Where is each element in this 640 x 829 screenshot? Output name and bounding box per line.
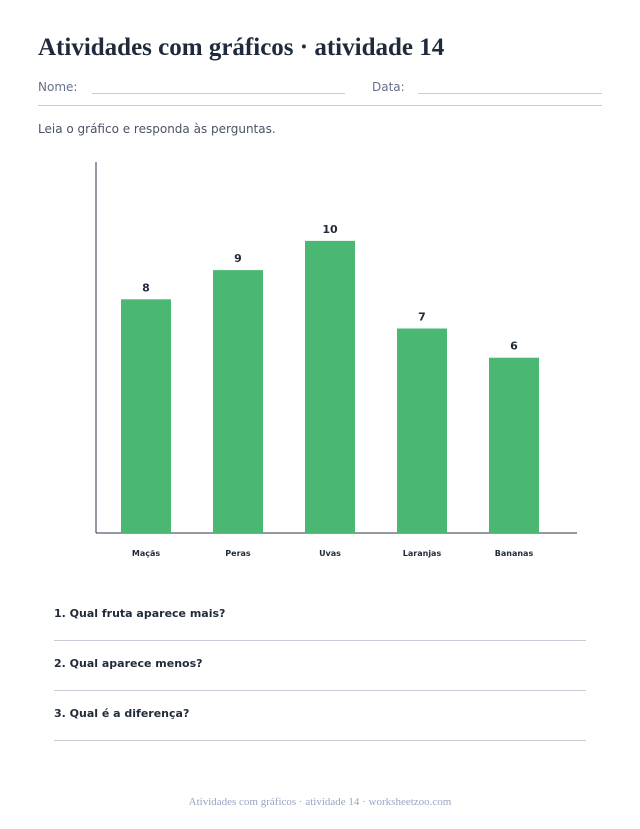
instructions: Leia o gráfico e responda às perguntas. (38, 122, 276, 136)
x-tick-label-0: Maçãs (132, 549, 161, 558)
x-tick-label-2: Uvas (319, 549, 341, 558)
page-title: Atividades com gráficos · atividade 14 (38, 34, 445, 61)
x-tick-label-4: Bananas (495, 549, 534, 558)
name-label: Nome: (38, 80, 78, 94)
date-field[interactable] (418, 93, 602, 94)
header-divider (38, 105, 602, 106)
x-tick-label-1: Peras (225, 549, 251, 558)
question-2: 2. Qual aparece menos? (54, 657, 203, 670)
data-label-1: 9 (234, 252, 242, 265)
answer-line-2[interactable] (54, 690, 586, 691)
data-label-2: 10 (322, 223, 338, 236)
answer-line-1[interactable] (54, 640, 586, 641)
date-label: Data: (372, 80, 405, 94)
data-label-0: 8 (142, 281, 150, 294)
question-1: 1. Qual fruta aparece mais? (54, 607, 226, 620)
bar-3 (397, 328, 447, 533)
bar-1 (213, 270, 263, 533)
name-field[interactable] (92, 93, 345, 94)
question-3: 3. Qual é a diferença? (54, 707, 190, 720)
x-tick-label-3: Laranjas (403, 549, 442, 558)
name-date-row: Nome: Data: (38, 80, 602, 100)
bar-chart: 8 Maçãs 9 Peras 10 Uvas 7 Laranjas 6 Bananas (95, 162, 577, 558)
bar-0 (121, 299, 171, 533)
bar-2 (305, 240, 355, 533)
bar-4 (489, 357, 539, 533)
data-label-4: 6 (510, 340, 518, 353)
answer-line-3[interactable] (54, 740, 586, 741)
footer: Atividades com gráficos · atividade 14 ·… (188, 796, 452, 808)
data-label-3: 7 (418, 311, 426, 324)
